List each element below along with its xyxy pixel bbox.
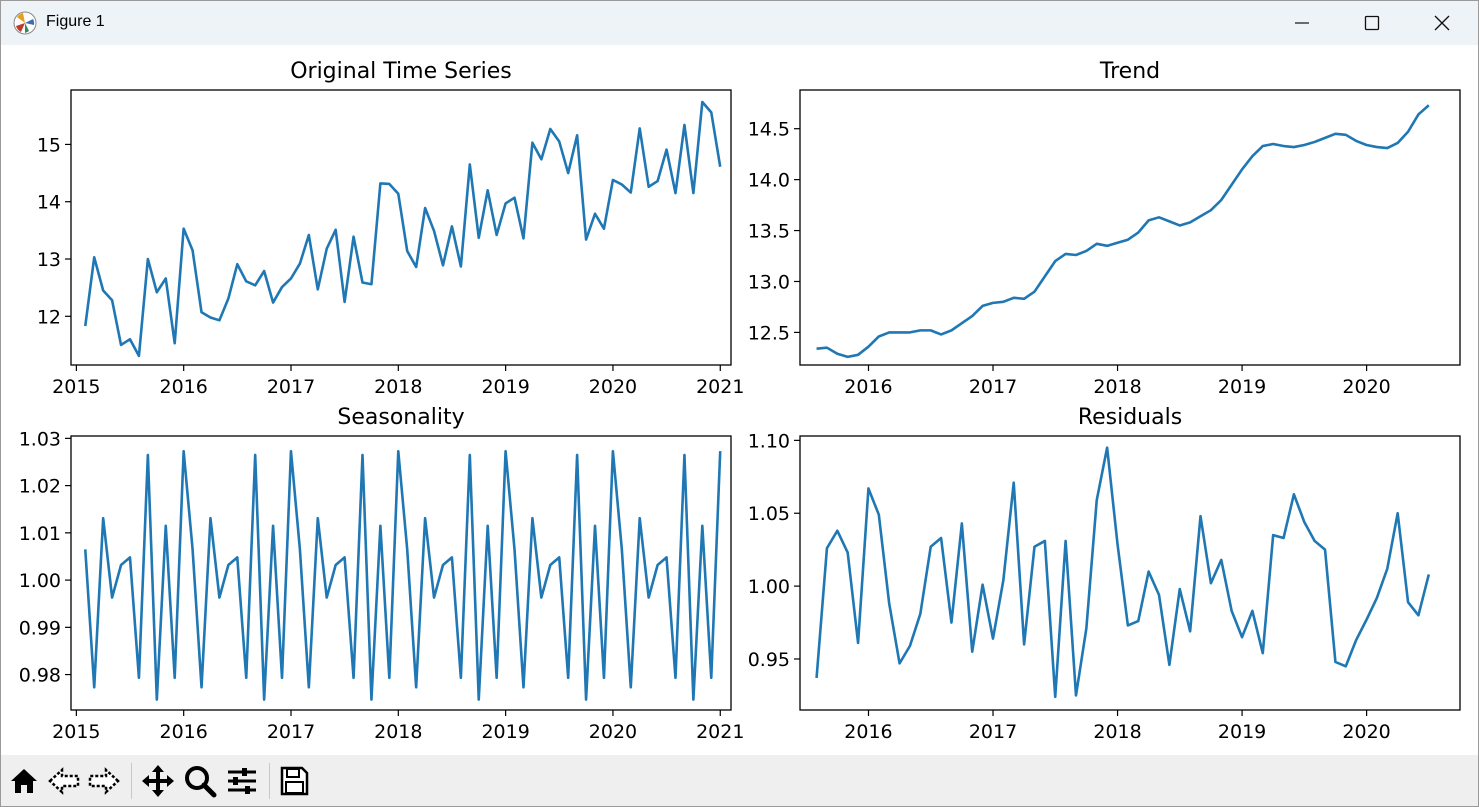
- forward-icon: [88, 767, 120, 795]
- forward-button[interactable]: [85, 761, 123, 801]
- y-tick-label: 0.98: [19, 665, 61, 687]
- x-tick-label: 2019: [481, 376, 529, 398]
- axes-frame: [799, 435, 1461, 711]
- series-line: [815, 446, 1431, 699]
- y-tick-label: 1.10: [748, 430, 790, 452]
- close-button[interactable]: [1407, 1, 1477, 45]
- y-tick-label: 1.05: [748, 503, 790, 525]
- y-tick-label: 1.03: [19, 428, 61, 450]
- y-tick-label: 13.5: [748, 221, 790, 243]
- x-tick-label: 2020: [589, 376, 637, 398]
- maximize-button[interactable]: [1337, 1, 1407, 45]
- x-tick-label: 2019: [1218, 376, 1266, 398]
- chart-title: Seasonality: [337, 405, 464, 430]
- axes-frame: [70, 435, 732, 711]
- axes-frame: [799, 89, 1461, 366]
- y-tick-label: 14.5: [748, 119, 790, 141]
- series-line: [83, 100, 722, 358]
- x-tick-label: 2015: [52, 721, 100, 743]
- x-tick-label: 2018: [1093, 721, 1141, 743]
- y-tick-label: 12: [37, 306, 61, 328]
- axes-frame: [70, 89, 732, 366]
- configure-icon: [228, 768, 256, 794]
- x-tick-label: 2020: [1342, 721, 1390, 743]
- x-tick-label: 2020: [589, 721, 637, 743]
- x-tick-label: 2021: [696, 721, 744, 743]
- x-tick-label: 2019: [1218, 721, 1266, 743]
- x-tick-label: 2016: [844, 376, 892, 398]
- close-icon: [1434, 15, 1450, 31]
- x-tick-label: 2018: [1093, 376, 1141, 398]
- matplotlib-logo-icon: [13, 11, 37, 35]
- minimize-icon: [1295, 22, 1309, 24]
- chart-title: Original Time Series: [290, 59, 512, 84]
- y-tick-label: 0.95: [748, 649, 790, 671]
- x-tick-label: 2017: [267, 376, 315, 398]
- y-tick-label: 15: [37, 134, 61, 156]
- x-tick-label: 2017: [267, 721, 315, 743]
- y-tick-label: 13: [37, 249, 61, 271]
- minimize-button[interactable]: [1267, 1, 1337, 45]
- series-line: [816, 104, 1430, 359]
- x-tick-label: 2015: [52, 376, 100, 398]
- y-tick-label: 1.02: [19, 476, 61, 498]
- figure-svg: Original Time Series 2015 2016 2017 2018 2019…: [19, 59, 1461, 743]
- navigation-toolbar: [1, 755, 1478, 806]
- back-button[interactable]: [45, 761, 83, 801]
- toolbar-separator: [131, 763, 132, 799]
- title-bar: Figure 1: [1, 1, 1478, 45]
- x-tick-label: 2017: [969, 376, 1017, 398]
- y-tick-label: 14.0: [748, 170, 790, 192]
- chart-title: Trend: [1099, 59, 1160, 84]
- y-tick-label: 12.5: [748, 322, 790, 344]
- window-title: Figure 1: [46, 13, 105, 30]
- back-icon: [48, 767, 80, 795]
- save-button[interactable]: [275, 761, 313, 801]
- home-icon: [11, 769, 37, 793]
- figure-canvas[interactable]: Original Time Series 2015 2016 2017 2018 2019…: [1, 45, 1478, 755]
- pan-button[interactable]: [139, 761, 177, 801]
- maximize-icon: [1364, 15, 1380, 31]
- x-tick-label: 2016: [160, 376, 208, 398]
- y-tick-label: 0.99: [19, 617, 61, 639]
- x-tick-label: 2016: [844, 721, 892, 743]
- chart-title: Residuals: [1078, 405, 1182, 430]
- y-tick-label: 14: [37, 192, 61, 214]
- y-tick-label: 1.00: [19, 570, 61, 592]
- y-tick-label: 13.0: [748, 271, 790, 293]
- pan-icon: [142, 765, 174, 797]
- x-tick-label: 2019: [481, 721, 529, 743]
- configure-subplots-button[interactable]: [223, 761, 261, 801]
- toolbar-separator: [269, 763, 270, 799]
- home-button[interactable]: [5, 761, 43, 801]
- save-icon: [280, 766, 309, 796]
- zoom-icon: [185, 766, 217, 798]
- x-tick-label: 2016: [160, 721, 208, 743]
- y-tick-label: 1.00: [748, 576, 790, 598]
- x-tick-label: 2021: [696, 376, 744, 398]
- x-tick-label: 2018: [374, 376, 422, 398]
- series-line: [83, 449, 722, 701]
- x-tick-label: 2018: [374, 721, 422, 743]
- x-tick-label: 2017: [969, 721, 1017, 743]
- x-tick-label: 2020: [1342, 376, 1390, 398]
- zoom-button[interactable]: [181, 761, 219, 801]
- y-tick-label: 1.01: [19, 523, 61, 545]
